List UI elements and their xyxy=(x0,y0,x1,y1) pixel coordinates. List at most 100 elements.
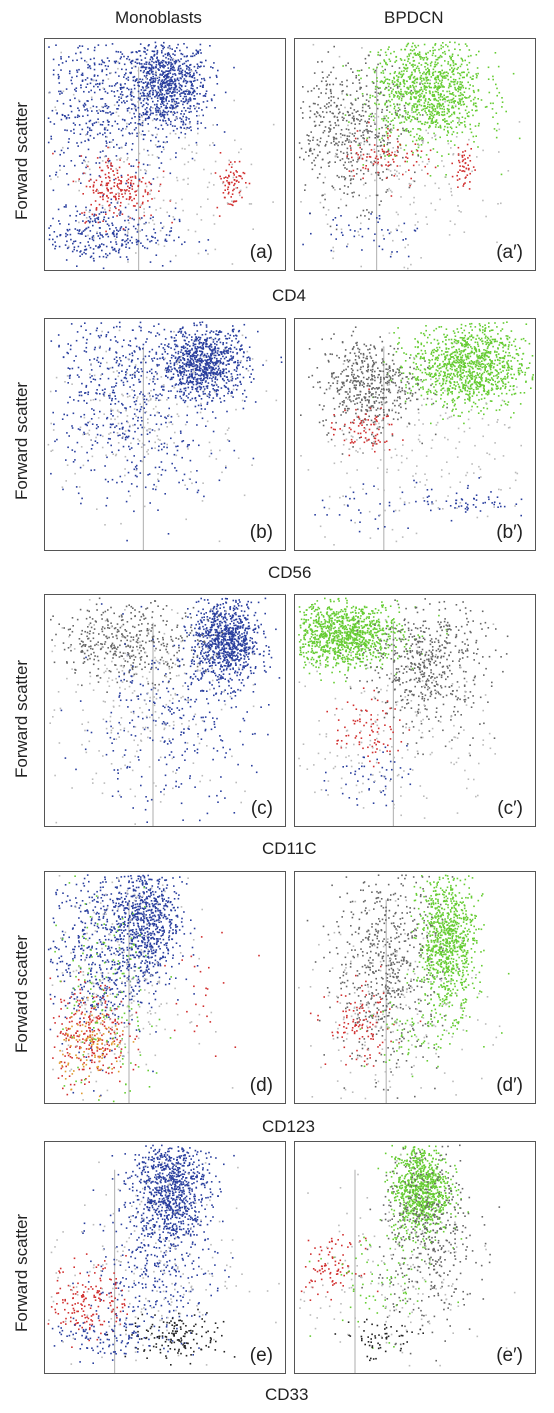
data-point xyxy=(454,41,456,44)
data-point xyxy=(212,124,214,126)
data-point xyxy=(400,70,403,73)
data-point xyxy=(487,78,490,80)
data-point xyxy=(407,92,410,94)
data-point xyxy=(127,174,129,176)
data-point xyxy=(53,231,56,233)
data-point xyxy=(183,92,185,94)
data-point xyxy=(174,73,176,75)
data-point xyxy=(148,181,150,184)
data-point xyxy=(121,94,124,96)
data-point xyxy=(213,364,215,367)
data-point xyxy=(405,111,407,114)
data-point xyxy=(238,329,241,332)
data-point xyxy=(356,130,359,132)
data-point xyxy=(95,179,98,182)
data-point xyxy=(341,90,343,93)
data-point xyxy=(52,58,55,61)
data-point xyxy=(210,354,212,356)
data-point xyxy=(130,98,133,101)
data-point xyxy=(92,257,95,260)
data-point xyxy=(424,82,426,84)
data-point xyxy=(446,134,448,136)
data-point xyxy=(186,361,189,364)
data-point xyxy=(118,166,121,169)
data-point xyxy=(84,235,87,237)
data-point xyxy=(161,79,164,81)
data-point xyxy=(193,72,195,75)
data-point xyxy=(404,128,407,131)
data-point xyxy=(362,173,365,175)
data-point xyxy=(96,232,98,235)
scatter-panel-b: (b) xyxy=(44,318,286,551)
data-point xyxy=(107,160,110,163)
data-point xyxy=(202,379,205,381)
data-point xyxy=(367,130,370,132)
data-point xyxy=(184,136,186,139)
data-point xyxy=(75,215,78,217)
data-point xyxy=(337,207,340,209)
data-point xyxy=(419,55,421,57)
data-point xyxy=(113,195,115,198)
data-point xyxy=(120,56,122,58)
data-point xyxy=(235,176,238,178)
data-point xyxy=(406,87,409,89)
data-point xyxy=(162,120,165,122)
data-point xyxy=(346,79,348,82)
data-point xyxy=(464,182,466,184)
data-point xyxy=(193,322,195,325)
data-point xyxy=(386,135,389,137)
data-point xyxy=(168,88,171,90)
data-point xyxy=(393,107,396,110)
data-point xyxy=(411,45,413,48)
data-point xyxy=(228,390,230,393)
data-point xyxy=(85,209,87,211)
data-point xyxy=(170,104,172,106)
data-point xyxy=(422,108,425,111)
data-point xyxy=(198,369,201,371)
data-point xyxy=(456,116,458,119)
data-point xyxy=(242,171,245,174)
data-point xyxy=(76,249,78,252)
data-point xyxy=(194,338,197,341)
data-point xyxy=(396,114,398,117)
data-point xyxy=(103,216,106,218)
data-point xyxy=(175,156,177,159)
data-point xyxy=(151,235,153,238)
data-point xyxy=(142,163,145,166)
data-point xyxy=(115,60,118,63)
data-point xyxy=(391,98,393,101)
data-point xyxy=(128,190,130,192)
data-point xyxy=(391,191,393,193)
data-point xyxy=(461,85,464,87)
data-point xyxy=(434,108,436,110)
data-point xyxy=(203,342,205,344)
data-point xyxy=(358,194,360,197)
data-point xyxy=(416,113,418,116)
data-point xyxy=(453,113,456,115)
data-point xyxy=(384,51,387,54)
data-point xyxy=(201,321,204,323)
data-point xyxy=(105,177,107,179)
data-point xyxy=(397,145,399,148)
data-point xyxy=(93,63,96,66)
data-point xyxy=(107,189,109,191)
data-point xyxy=(176,345,179,348)
data-point xyxy=(198,341,201,343)
data-point xyxy=(145,87,147,89)
data-point xyxy=(116,172,119,174)
data-point xyxy=(458,118,461,121)
data-point xyxy=(346,168,348,170)
data-point xyxy=(475,135,477,137)
data-point xyxy=(150,240,153,242)
data-point xyxy=(466,115,469,117)
data-point xyxy=(374,117,376,119)
cluster-blue xyxy=(137,321,283,427)
data-point xyxy=(464,117,467,120)
data-point xyxy=(346,245,348,248)
data-point xyxy=(185,60,187,63)
data-point xyxy=(400,88,402,91)
data-point xyxy=(110,113,112,116)
data-point xyxy=(83,102,86,105)
data-point xyxy=(239,349,241,352)
data-point xyxy=(308,135,310,137)
